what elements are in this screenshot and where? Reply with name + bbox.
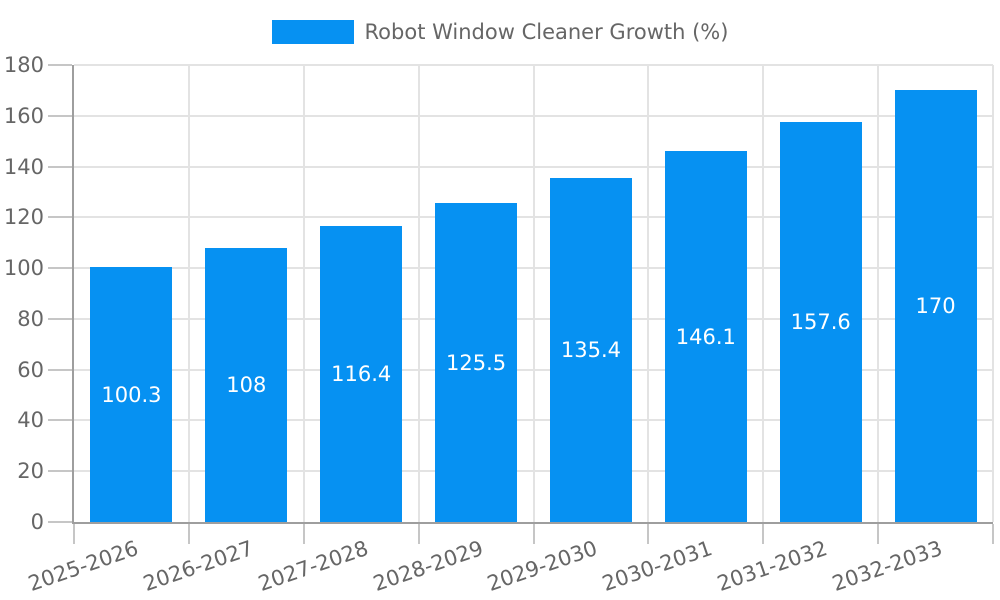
x-axis-tick-label: 2025-2026 xyxy=(25,536,142,596)
bar-2028-2029 xyxy=(435,203,518,522)
legend: Robot Window Cleaner Growth (%) xyxy=(0,20,1000,44)
bar-value-label: 125.5 xyxy=(446,350,507,375)
x-axis-tick-label: 2029-2030 xyxy=(484,536,601,596)
bar-value-label: 170 xyxy=(915,294,956,319)
x-axis-tick-label: 2026-2027 xyxy=(140,536,257,596)
y-axis-tick xyxy=(48,368,72,371)
bar-2026-2027 xyxy=(205,247,288,522)
bar-value-label: 108 xyxy=(226,372,267,397)
gridline-vertical xyxy=(647,65,650,522)
y-axis-tick-label: 120 xyxy=(3,205,44,230)
y-axis-tick-label: 180 xyxy=(3,53,44,77)
y-axis-tick-label: 40 xyxy=(17,408,44,433)
x-axis-tick-label: 2030-2031 xyxy=(599,536,716,596)
gridline-vertical xyxy=(762,65,765,522)
legend-swatch xyxy=(271,20,354,44)
x-axis-tick xyxy=(417,524,420,544)
gridline-vertical xyxy=(417,65,420,522)
x-axis-tick-label: 2027-2028 xyxy=(254,536,372,596)
x-axis-tick-label: 2031-2032 xyxy=(714,536,831,596)
x-axis-tick-label: 2028-2029 xyxy=(369,536,486,596)
y-axis-tick xyxy=(48,216,72,219)
bar-2025-2026 xyxy=(90,267,173,522)
y-axis-tick-label: 60 xyxy=(17,357,44,382)
x-axis-tick xyxy=(992,524,994,544)
x-axis-tick xyxy=(302,524,305,544)
x-axis-tick-label: 2032-2033 xyxy=(829,536,946,596)
y-axis-tick xyxy=(48,419,72,422)
bar-value-label: 135.4 xyxy=(560,338,621,363)
bar-2032-2033 xyxy=(894,90,977,522)
gridline-vertical xyxy=(187,65,190,522)
bar-value-label: 146.1 xyxy=(675,324,736,349)
y-axis-line xyxy=(72,65,74,524)
y-axis-tick xyxy=(48,114,72,117)
bar-value-label: 100.3 xyxy=(101,382,162,407)
x-axis-tick xyxy=(73,524,75,544)
x-axis-tick xyxy=(532,524,535,544)
y-axis-tick xyxy=(48,64,72,66)
y-axis-tick xyxy=(48,267,72,270)
bar-value-label: 116.4 xyxy=(331,362,392,387)
y-axis-tick-label: 140 xyxy=(3,154,44,179)
y-axis-tick xyxy=(48,317,72,320)
y-axis-tick xyxy=(48,521,72,523)
gridline-vertical xyxy=(302,65,305,522)
y-axis-tick-label: 80 xyxy=(17,306,44,331)
y-axis-tick-label: 160 xyxy=(3,103,44,128)
y-axis-tick-label: 100 xyxy=(3,256,44,281)
bar-2029-2030 xyxy=(549,178,632,522)
x-axis-tick xyxy=(762,524,765,544)
bar-value-label: 157.6 xyxy=(790,309,851,334)
x-axis-tick xyxy=(647,524,650,544)
y-axis-tick-label: 20 xyxy=(17,459,44,484)
bar-2031-2032 xyxy=(779,121,862,522)
gridline-vertical xyxy=(877,65,880,522)
y-axis-tick xyxy=(48,470,72,473)
gridline-vertical xyxy=(532,65,535,522)
gridline-vertical xyxy=(992,65,994,522)
legend-label: Robot Window Cleaner Growth (%) xyxy=(364,20,729,44)
y-axis-tick xyxy=(48,165,72,168)
bar-2027-2028 xyxy=(320,226,403,522)
x-axis-tick xyxy=(877,524,880,544)
x-axis-line xyxy=(72,522,993,524)
y-axis-tick-label: 0 xyxy=(30,510,44,534)
bar-2030-2031 xyxy=(664,151,747,522)
plot-area: 100.3 108 116.4 125.5 135.4 146.1 157.6 170 0 20 4… xyxy=(4,53,994,596)
x-axis-tick xyxy=(187,524,190,544)
